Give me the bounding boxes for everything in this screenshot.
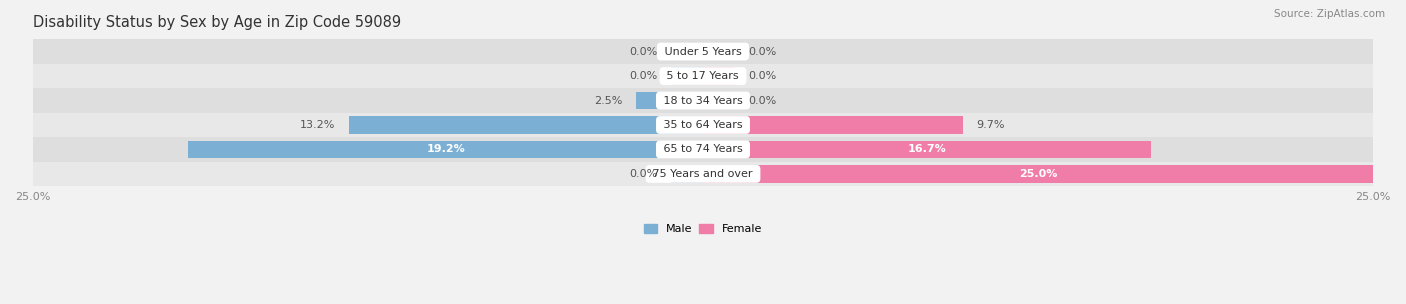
Text: 9.7%: 9.7% <box>977 120 1005 130</box>
Bar <box>32 162 1374 186</box>
Text: 75 Years and over: 75 Years and over <box>650 169 756 179</box>
Text: 35 to 64 Years: 35 to 64 Years <box>659 120 747 130</box>
Bar <box>703 67 735 85</box>
Text: 0.0%: 0.0% <box>628 47 658 57</box>
Bar <box>671 67 703 85</box>
Text: 19.2%: 19.2% <box>426 144 465 154</box>
Text: 0.0%: 0.0% <box>748 71 778 81</box>
Bar <box>32 88 1374 113</box>
Bar <box>671 43 703 60</box>
Text: Under 5 Years: Under 5 Years <box>661 47 745 57</box>
Bar <box>32 137 1374 162</box>
Legend: Male, Female: Male, Female <box>640 219 766 239</box>
Text: 0.0%: 0.0% <box>628 71 658 81</box>
Bar <box>703 165 1374 183</box>
Text: Disability Status by Sex by Age in Zip Code 59089: Disability Status by Sex by Age in Zip C… <box>32 15 401 30</box>
Text: 0.0%: 0.0% <box>748 47 778 57</box>
Bar <box>32 39 1374 64</box>
Text: 13.2%: 13.2% <box>301 120 336 130</box>
Bar <box>188 141 703 158</box>
Bar <box>703 43 735 60</box>
Bar <box>703 92 735 109</box>
Bar <box>703 141 1150 158</box>
Text: 5 to 17 Years: 5 to 17 Years <box>664 71 742 81</box>
Bar <box>32 64 1374 88</box>
Text: 2.5%: 2.5% <box>595 95 623 105</box>
Bar <box>349 116 703 134</box>
Text: 0.0%: 0.0% <box>628 169 658 179</box>
Text: 16.7%: 16.7% <box>907 144 946 154</box>
Text: 0.0%: 0.0% <box>748 95 778 105</box>
Text: 18 to 34 Years: 18 to 34 Years <box>659 95 747 105</box>
Bar <box>671 165 703 183</box>
Bar <box>636 92 703 109</box>
Bar <box>32 113 1374 137</box>
Text: Source: ZipAtlas.com: Source: ZipAtlas.com <box>1274 9 1385 19</box>
Text: 25.0%: 25.0% <box>1019 169 1057 179</box>
Bar <box>703 116 963 134</box>
Text: 65 to 74 Years: 65 to 74 Years <box>659 144 747 154</box>
